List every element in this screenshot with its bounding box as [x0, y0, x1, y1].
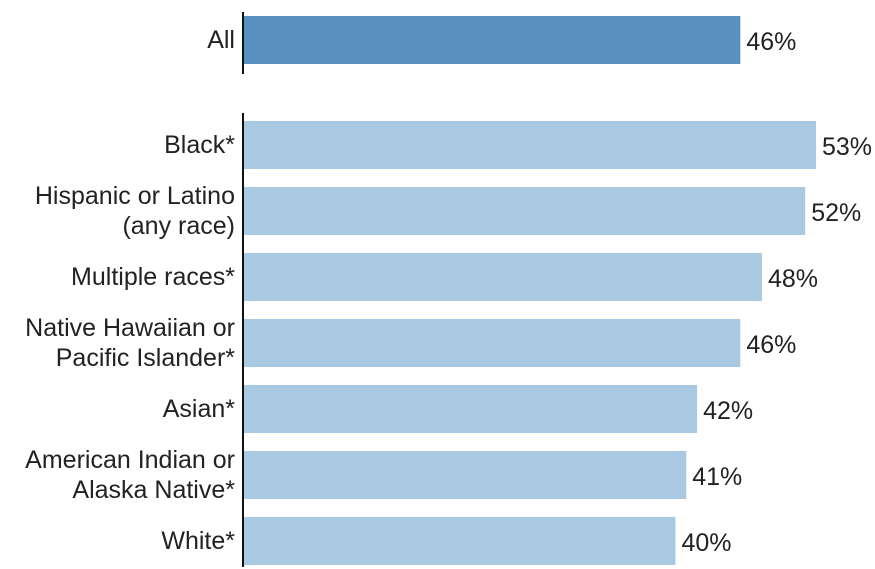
value-label: 46% [746, 28, 796, 56]
value-label: 52% [811, 199, 861, 227]
value-label: 42% [703, 397, 753, 425]
bar [243, 517, 676, 565]
category-label: Asian* [163, 395, 236, 423]
bar [243, 16, 741, 64]
category-label: Black* [164, 131, 235, 159]
category-label: White* [161, 527, 235, 555]
category-label: American Indian or [25, 446, 235, 474]
bar [243, 385, 698, 433]
value-label: 41% [692, 463, 742, 491]
category-label: (any race) [122, 212, 235, 240]
category-label: Multiple races* [71, 263, 235, 291]
panel-groups: Black* 53% Hispanic or Latino(any race) 52%… [25, 113, 872, 567]
category-label: Alaska Native* [72, 476, 235, 504]
category-label: Pacific Islander* [56, 344, 236, 372]
category-label: Native Hawaiian or [25, 314, 235, 342]
bar [243, 187, 806, 235]
value-label: 53% [822, 133, 872, 161]
value-label: 46% [746, 331, 796, 359]
value-label: 48% [768, 265, 818, 293]
value-label: 40% [681, 529, 731, 557]
bar [243, 319, 741, 367]
panel-all: All 46% [207, 12, 796, 74]
bar [243, 253, 762, 301]
category-label: All [207, 26, 235, 54]
bar [243, 451, 687, 499]
category-label: Hispanic or Latino [35, 182, 235, 210]
bar [243, 121, 816, 169]
